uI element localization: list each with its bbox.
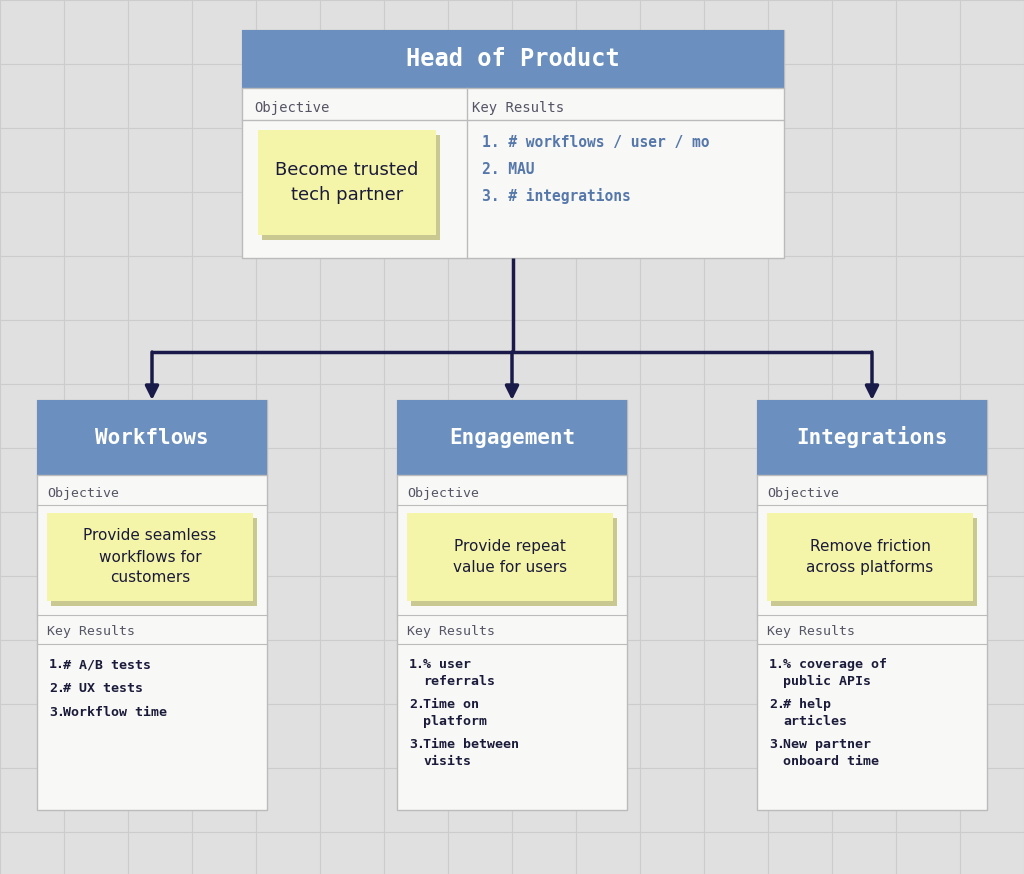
- Text: 3.: 3.: [769, 738, 785, 751]
- Text: Time on
platform: Time on platform: [423, 698, 487, 728]
- Text: Head of Product: Head of Product: [407, 47, 620, 71]
- Text: 1.: 1.: [769, 658, 785, 671]
- Text: Key Results: Key Results: [407, 625, 495, 637]
- Bar: [397, 400, 627, 810]
- Bar: [397, 400, 627, 475]
- Text: % user
referrals: % user referrals: [423, 658, 495, 688]
- Text: # A/B tests: # A/B tests: [63, 658, 151, 671]
- Text: Objective: Objective: [254, 101, 330, 115]
- Text: Key Results: Key Results: [472, 101, 564, 115]
- Bar: [757, 400, 987, 810]
- Text: Provide seamless
workflows for
customers: Provide seamless workflows for customers: [83, 529, 217, 586]
- Text: Workflow time: Workflow time: [63, 706, 167, 719]
- Bar: [407, 513, 613, 601]
- Text: Key Results: Key Results: [47, 625, 135, 637]
- Text: Engagement: Engagement: [449, 427, 575, 447]
- Text: Become trusted
tech partner: Become trusted tech partner: [275, 161, 419, 204]
- Text: Objective: Objective: [407, 487, 479, 500]
- Bar: [51, 518, 257, 606]
- Text: Provide repeat
value for users: Provide repeat value for users: [453, 539, 567, 575]
- Text: Workflows: Workflows: [95, 427, 209, 447]
- Bar: [411, 518, 617, 606]
- Text: 3.: 3.: [49, 706, 65, 719]
- Text: 3. # integrations: 3. # integrations: [482, 188, 631, 204]
- Bar: [258, 130, 436, 235]
- Text: 1. # workflows / user / mo: 1. # workflows / user / mo: [482, 135, 710, 149]
- Text: 3.: 3.: [409, 738, 425, 751]
- Bar: [37, 400, 267, 475]
- Text: % coverage of
public APIs: % coverage of public APIs: [783, 658, 887, 688]
- Bar: [242, 30, 784, 258]
- Text: 2.: 2.: [769, 698, 785, 711]
- Text: Key Results: Key Results: [767, 625, 855, 637]
- Bar: [771, 518, 977, 606]
- Bar: [242, 30, 784, 88]
- Text: 1.: 1.: [409, 658, 425, 671]
- Bar: [757, 400, 987, 475]
- Text: Time between
visits: Time between visits: [423, 738, 519, 768]
- Text: 2.: 2.: [49, 682, 65, 695]
- Text: Remove friction
across platforms: Remove friction across platforms: [806, 539, 934, 575]
- Text: 2. MAU: 2. MAU: [482, 162, 535, 177]
- Bar: [767, 513, 973, 601]
- Text: # UX tests: # UX tests: [63, 682, 143, 695]
- Text: 2.: 2.: [409, 698, 425, 711]
- Text: 1.: 1.: [49, 658, 65, 671]
- Text: New partner
onboard time: New partner onboard time: [783, 738, 879, 768]
- Text: Objective: Objective: [767, 487, 839, 500]
- Bar: [37, 400, 267, 810]
- Text: Objective: Objective: [47, 487, 119, 500]
- Bar: [47, 513, 253, 601]
- Text: # help
articles: # help articles: [783, 698, 847, 728]
- Text: Integrations: Integrations: [797, 427, 948, 448]
- Bar: [262, 135, 440, 240]
